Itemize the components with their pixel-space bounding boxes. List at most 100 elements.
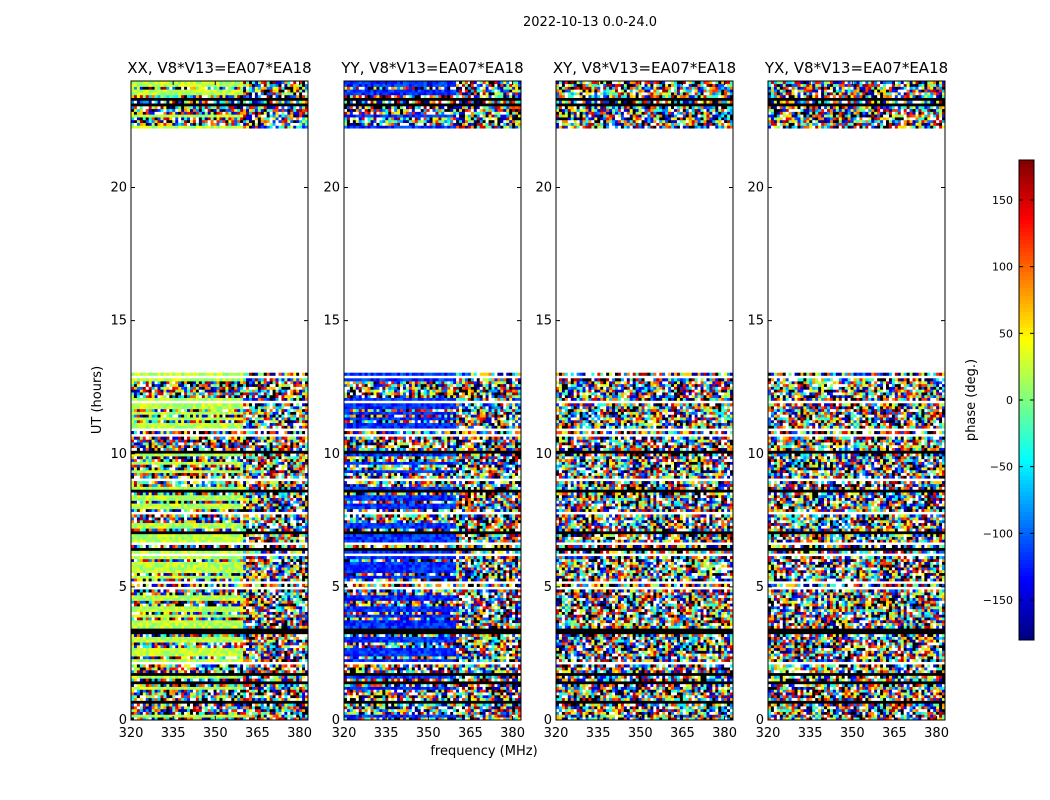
- colorbar-step: [1019, 596, 1034, 601]
- x-tick-label: 350: [840, 726, 865, 741]
- colorbar-step: [1019, 456, 1034, 461]
- x-tick-label: 380: [924, 726, 949, 741]
- colorbar-step: [1019, 616, 1034, 621]
- colorbar-step: [1019, 184, 1034, 189]
- colorbar-tick-label: −50: [990, 461, 1013, 474]
- colorbar-step: [1019, 412, 1034, 417]
- colorbar-step: [1019, 532, 1034, 537]
- colorbar-step: [1019, 460, 1034, 465]
- colorbar-step: [1019, 580, 1034, 585]
- colorbar-step: [1019, 376, 1034, 381]
- colorbar-step: [1019, 372, 1034, 377]
- colorbar-step: [1019, 508, 1034, 513]
- colorbar-step: [1019, 328, 1034, 333]
- colorbar-step: [1019, 276, 1034, 281]
- colorbar-step: [1019, 160, 1034, 165]
- colorbar-step: [1019, 524, 1034, 529]
- colorbar-step: [1019, 564, 1034, 569]
- panel-4: YX, V8*V13=EA07*EA18 320 335 350 365 380 0 5 10 1…: [747, 59, 949, 741]
- y-tick-label: 5: [544, 580, 552, 595]
- x-axis-label: frequency (MHz): [430, 744, 537, 759]
- panel-title: XX, V8*V13=EA07*EA18: [127, 59, 311, 77]
- colorbar-step: [1019, 240, 1034, 245]
- colorbar-step: [1019, 224, 1034, 229]
- panel-title: YX, V8*V13=EA07*EA18: [764, 59, 948, 77]
- x-tick-label: 335: [798, 726, 823, 741]
- colorbar-step: [1019, 324, 1034, 329]
- colorbar-step: [1019, 308, 1034, 313]
- y-tick-label: 5: [332, 580, 340, 595]
- y-tick-label: 20: [323, 181, 340, 196]
- colorbar-step: [1019, 476, 1034, 481]
- x-tick-label: 320: [544, 726, 569, 741]
- colorbar-step: [1019, 536, 1034, 541]
- colorbar-step: [1019, 608, 1034, 613]
- colorbar-step: [1019, 592, 1034, 597]
- y-tick-label: 10: [747, 447, 764, 462]
- y-tick-label: 10: [110, 447, 127, 462]
- x-tick-label: 350: [203, 726, 228, 741]
- y-tick-label: 5: [119, 580, 127, 595]
- colorbar-step: [1019, 436, 1034, 441]
- colorbar-step: [1019, 628, 1034, 633]
- colorbar-step: [1019, 388, 1034, 393]
- y-tick-label: 20: [110, 181, 127, 196]
- colorbar-step: [1019, 600, 1034, 605]
- panel-1: XX, V8*V13=EA07*EA18 320 335 350 365 380 0 5 10 1…: [110, 59, 312, 741]
- x-tick-label: 320: [756, 726, 781, 741]
- x-tick-label: 320: [119, 726, 144, 741]
- colorbar-tick-label: −150: [983, 594, 1013, 607]
- y-tick-label: 15: [110, 314, 127, 329]
- y-tick-label: 5: [756, 580, 764, 595]
- colorbar-step: [1019, 496, 1034, 501]
- x-tick-label: 380: [287, 726, 312, 741]
- colorbar-step: [1019, 272, 1034, 277]
- colorbar-step: [1019, 280, 1034, 285]
- y-tick-label: 15: [535, 314, 552, 329]
- colorbar-step: [1019, 204, 1034, 209]
- colorbar-step: [1019, 408, 1034, 413]
- colorbar-tick-label: −100: [983, 527, 1013, 540]
- x-tick-label: 365: [458, 726, 483, 741]
- x-tick-label: 335: [161, 726, 186, 741]
- colorbar-step: [1019, 584, 1034, 589]
- y-tick-label: 15: [747, 314, 764, 329]
- colorbar-step: [1019, 196, 1034, 201]
- colorbar-step: [1019, 300, 1034, 305]
- colorbar-step: [1019, 452, 1034, 457]
- phase-image: [344, 81, 521, 720]
- colorbar-step: [1019, 320, 1034, 325]
- x-tick-label: 365: [670, 726, 695, 741]
- colorbar-step: [1019, 520, 1034, 525]
- colorbar-step: [1019, 432, 1034, 437]
- colorbar-step: [1019, 364, 1034, 369]
- colorbar-step: [1019, 612, 1034, 617]
- colorbar-step: [1019, 404, 1034, 409]
- y-tick-label: 0: [544, 713, 552, 728]
- y-tick-label: 20: [535, 181, 552, 196]
- colorbar-step: [1019, 304, 1034, 309]
- colorbar-step: [1019, 188, 1034, 193]
- colorbar-step: [1019, 624, 1034, 629]
- colorbar-tick-label: 50: [999, 327, 1013, 340]
- colorbar-step: [1019, 248, 1034, 253]
- colorbar-step: [1019, 552, 1034, 557]
- panels: XX, V8*V13=EA07*EA18 320 335 350 365 380 0 5 10 1…: [110, 59, 949, 741]
- colorbar-tick-label: 150: [992, 194, 1013, 207]
- y-tick-label: 10: [323, 447, 340, 462]
- x-tick-label: 380: [500, 726, 525, 741]
- colorbar-step: [1019, 560, 1034, 565]
- phase-image: [131, 81, 308, 720]
- panel-2: YY, V8*V13=EA07*EA18 320 335 350 365 380 0 5 10 1…: [323, 59, 525, 741]
- colorbar-step: [1019, 236, 1034, 241]
- colorbar-step: [1019, 244, 1034, 249]
- colorbar-step: [1019, 340, 1034, 345]
- colorbar-step: [1019, 172, 1034, 177]
- colorbar-step: [1019, 264, 1034, 269]
- colorbar-step: [1019, 440, 1034, 445]
- colorbar-step: [1019, 180, 1034, 185]
- panel-frame: [343, 80, 522, 721]
- colorbar-step: [1019, 528, 1034, 533]
- panel-frame: [130, 80, 309, 721]
- colorbar-step: [1019, 344, 1034, 349]
